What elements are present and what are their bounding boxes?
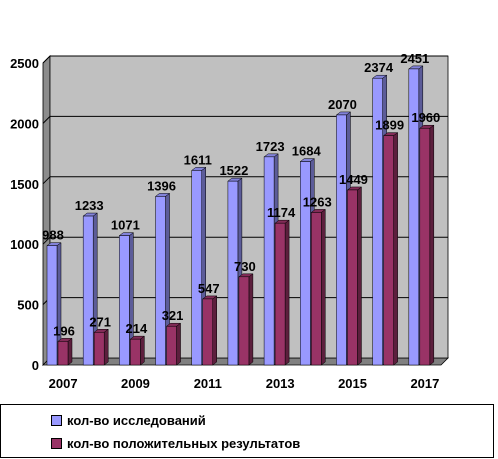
- legend-label-research: кол-во исследований: [67, 413, 206, 428]
- bar-side: [212, 295, 217, 366]
- bar: [191, 170, 202, 366]
- y-tick-label: 500: [17, 298, 39, 313]
- legend: кол-во исследований кол-во положительных…: [0, 404, 494, 458]
- data-label: 2374: [364, 60, 394, 75]
- data-label: 1960: [411, 110, 440, 125]
- bar: [263, 156, 275, 366]
- x-tick-label: 2007: [49, 376, 78, 391]
- data-label: 547: [198, 281, 220, 296]
- bar: [46, 245, 58, 366]
- x-tick-label: 2009: [121, 376, 150, 391]
- data-label: 1396: [147, 178, 176, 193]
- data-label: 214: [126, 321, 148, 336]
- bar: [274, 222, 286, 366]
- bar: [166, 325, 177, 366]
- legend-label-positive: кол-во положительных результатов: [67, 436, 301, 451]
- data-label: 1174: [267, 205, 296, 220]
- y-tick-label: 1000: [10, 237, 39, 252]
- bar-side: [140, 335, 145, 366]
- gridline-side: [42, 236, 51, 245]
- legend-item-positive: кол-во положительных результатов: [51, 436, 300, 451]
- y-tick-label: 1500: [10, 177, 39, 192]
- y-tick-label: 2500: [10, 56, 39, 71]
- bar: [238, 276, 250, 366]
- gridline-side: [42, 116, 51, 124]
- x-tick-label: 2011: [194, 376, 222, 391]
- bar-side: [357, 186, 362, 366]
- chart: 0 500 1000 1500 2000 2500 988 1233 1071 1396 1611 1…: [10, 51, 449, 391]
- bar: [119, 235, 130, 366]
- data-label: 2070: [328, 97, 357, 112]
- bar: [130, 338, 141, 366]
- data-label: 1684: [292, 144, 322, 159]
- bar: [372, 77, 383, 366]
- x-tick-label: 2017: [410, 376, 439, 391]
- bar-side: [248, 273, 254, 366]
- bar: [419, 127, 431, 366]
- data-label: 1522: [219, 163, 248, 178]
- data-label: 1449: [339, 172, 368, 187]
- bar: [408, 68, 420, 366]
- y-tick-label: 0: [32, 358, 39, 373]
- data-label: 1899: [375, 118, 404, 133]
- data-label: 196: [53, 323, 75, 338]
- gridline-side: [42, 176, 51, 185]
- gridline-side: [42, 55, 51, 64]
- bar: [347, 189, 358, 366]
- bar-side: [103, 328, 109, 366]
- bar: [300, 161, 311, 366]
- legend-item-research: кол-во исследований: [51, 413, 206, 428]
- bar: [227, 180, 239, 366]
- data-label: 730: [234, 259, 256, 274]
- bar: [155, 196, 166, 366]
- bar-side: [321, 208, 326, 366]
- legend-swatch-research: [51, 415, 62, 426]
- data-label: 1233: [75, 198, 104, 213]
- bar: [93, 332, 105, 366]
- data-label: 988: [42, 228, 64, 243]
- data-label: 271: [89, 314, 111, 329]
- bar-side: [429, 124, 435, 366]
- data-label: 1071: [111, 218, 140, 233]
- data-label: 1611: [184, 152, 212, 167]
- bar: [202, 298, 213, 366]
- bar-side: [176, 322, 181, 366]
- bar: [57, 341, 69, 366]
- bar: [336, 114, 347, 366]
- y-tick-label: 2000: [10, 116, 39, 131]
- bar-side: [67, 337, 73, 366]
- data-label: 2451: [400, 51, 429, 66]
- legend-swatch-positive: [51, 438, 62, 449]
- bar: [383, 135, 394, 366]
- bar: [311, 212, 322, 366]
- bar-side: [284, 219, 290, 366]
- bar-side: [393, 132, 398, 366]
- x-tick-label: 2013: [266, 376, 295, 391]
- data-label: 321: [162, 308, 184, 323]
- x-tick-label: 2015: [338, 376, 367, 391]
- data-label: 1723: [256, 139, 285, 154]
- data-label: 1263: [303, 194, 332, 209]
- bar: [82, 215, 94, 366]
